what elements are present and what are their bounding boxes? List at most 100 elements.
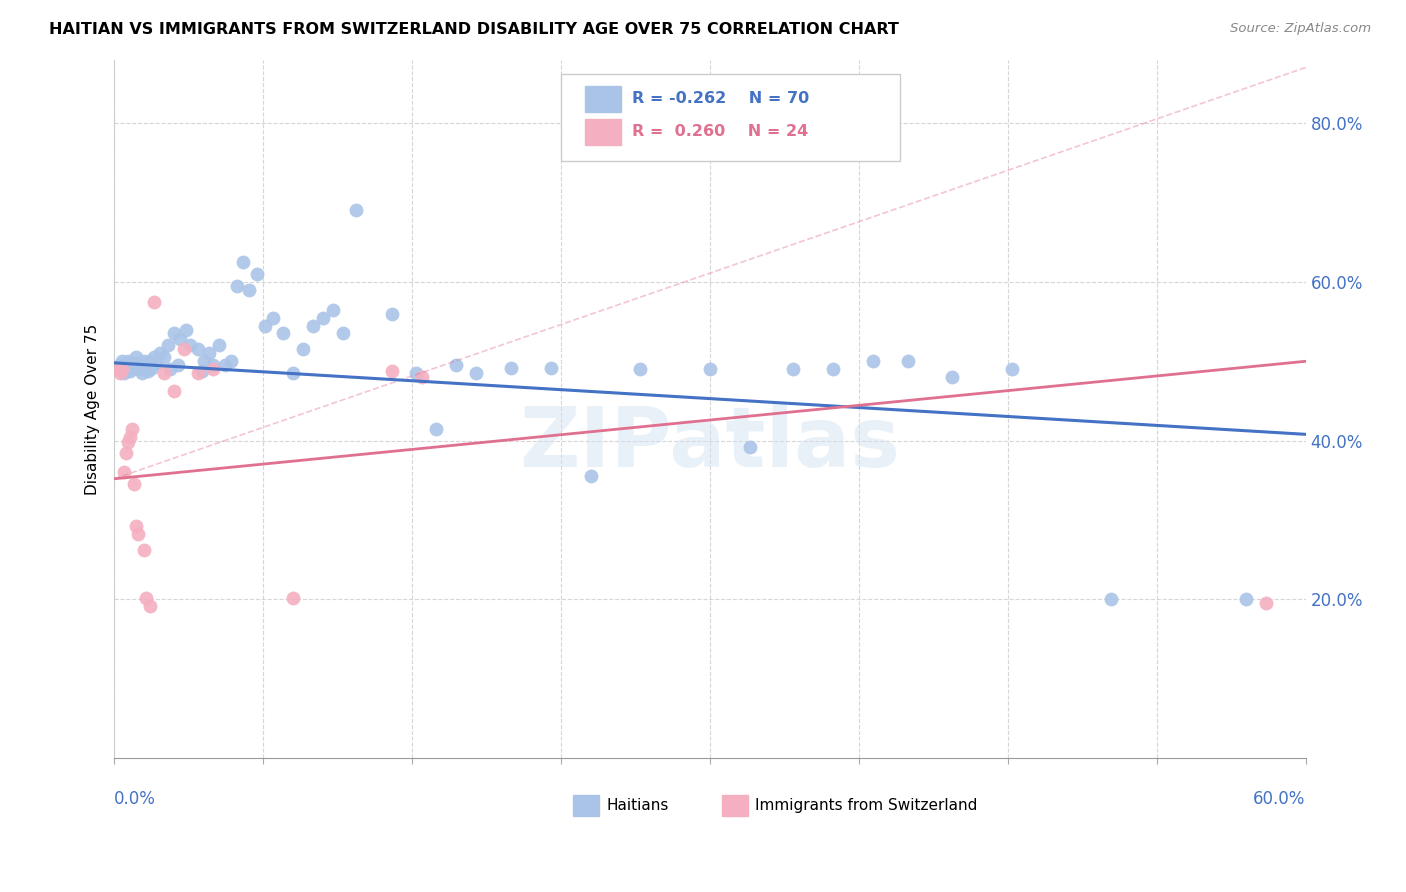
Point [139, 354, 162, 368]
Point [699, 362, 721, 376]
Point [115, 358, 138, 372]
Point [139, 599, 162, 613]
Point [346, 203, 368, 218]
Text: Source: ZipAtlas.com: Source: ZipAtlas.com [1230, 22, 1371, 36]
Point [411, 370, 433, 384]
Point [131, 366, 153, 380]
Text: 0.0%: 0.0% [114, 789, 156, 807]
Point [332, 326, 354, 341]
Point [117, 354, 139, 368]
Point [232, 255, 254, 269]
Point [1099, 592, 1122, 607]
Point [187, 366, 209, 380]
Point [202, 358, 225, 372]
Point [271, 326, 294, 341]
Point [111, 354, 134, 368]
Point [291, 343, 314, 357]
Point [381, 364, 404, 378]
Point [405, 366, 427, 380]
Point [281, 366, 304, 380]
Point [238, 283, 260, 297]
Point [897, 354, 920, 368]
Point [941, 370, 963, 384]
Point [208, 338, 231, 352]
Point [179, 338, 201, 352]
Point [115, 445, 138, 459]
Bar [585, 119, 620, 145]
Point [163, 384, 186, 399]
Text: Immigrants from Switzerland: Immigrants from Switzerland [755, 797, 977, 813]
Point [136, 364, 159, 378]
Point [108, 366, 131, 380]
Point [821, 362, 844, 376]
Point [738, 440, 761, 454]
Bar [721, 795, 748, 815]
Point [135, 358, 157, 372]
Point [120, 364, 142, 378]
Point [111, 362, 134, 376]
Point [262, 310, 284, 325]
Point [311, 310, 333, 325]
Point [174, 322, 197, 336]
Bar [585, 86, 620, 112]
Point [628, 362, 651, 376]
Point [214, 358, 236, 372]
Point [108, 358, 131, 372]
Point [169, 332, 191, 346]
Point [107, 362, 129, 376]
Point [301, 318, 323, 333]
Point [226, 278, 249, 293]
Point [153, 366, 176, 380]
Point [1001, 362, 1024, 376]
Point [782, 362, 804, 376]
Point [142, 294, 165, 309]
Point [381, 307, 404, 321]
Point [120, 430, 142, 444]
Point [444, 358, 467, 372]
Point [166, 358, 188, 372]
Point [159, 362, 181, 376]
Point [322, 302, 344, 317]
Text: R = -0.262    N = 70: R = -0.262 N = 70 [633, 91, 810, 106]
Text: HAITIAN VS IMMIGRANTS FROM SWITZERLAND DISABILITY AGE OVER 75 CORRELATION CHART: HAITIAN VS IMMIGRANTS FROM SWITZERLAND D… [49, 22, 898, 37]
Text: R =  0.260    N = 24: R = 0.260 N = 24 [633, 124, 808, 139]
Point [173, 343, 195, 357]
Text: Haitians: Haitians [606, 797, 669, 813]
Point [246, 267, 269, 281]
Point [198, 346, 221, 360]
Point [193, 354, 215, 368]
Point [153, 351, 176, 365]
Point [1254, 596, 1277, 610]
Point [156, 338, 179, 352]
Point [117, 435, 139, 450]
Text: 60.0%: 60.0% [1253, 789, 1306, 807]
Point [425, 422, 447, 436]
Point [464, 366, 486, 380]
Point [202, 362, 225, 376]
Point [122, 360, 145, 375]
FancyBboxPatch shape [561, 73, 900, 161]
Text: ZIPatlas: ZIPatlas [519, 403, 900, 484]
Point [281, 591, 304, 605]
Point [187, 343, 209, 357]
Point [122, 477, 145, 491]
Point [125, 351, 148, 365]
Point [121, 422, 143, 436]
Point [135, 591, 157, 605]
Y-axis label: Disability Age Over 75: Disability Age Over 75 [86, 323, 100, 494]
Point [501, 360, 523, 375]
Point [132, 354, 155, 368]
Point [163, 326, 186, 341]
Point [132, 543, 155, 558]
Point [221, 354, 243, 368]
Bar [572, 795, 599, 815]
Point [149, 346, 172, 360]
Point [540, 360, 562, 375]
Point [862, 354, 884, 368]
Point [254, 318, 277, 333]
Point [107, 362, 129, 376]
Point [141, 360, 163, 375]
Point [190, 364, 212, 378]
Point [112, 366, 135, 380]
Point [125, 519, 148, 533]
